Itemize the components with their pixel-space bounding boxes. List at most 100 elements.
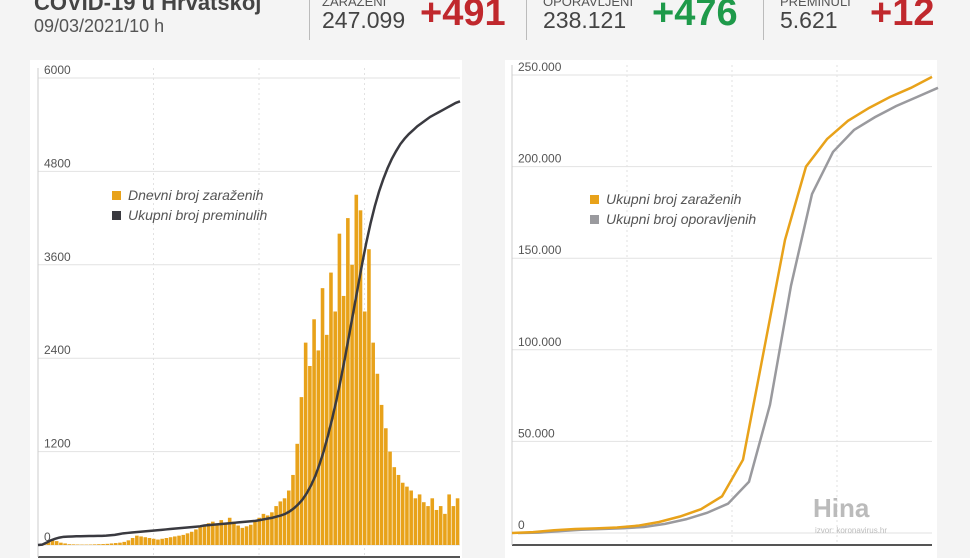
daily-cases-bar: [358, 210, 363, 546]
watermark-source: izvor: koronavirus.hr: [815, 526, 887, 535]
legend-label: Ukupni broj zaraženih: [606, 191, 742, 207]
daily-cases-bar: [434, 509, 439, 545]
daily-cases-bar: [181, 534, 186, 545]
daily-cases-bar: [379, 404, 384, 545]
legend-swatch: [590, 195, 599, 204]
right-ytick-label: 150.000: [518, 243, 562, 257]
daily-cases-bar: [354, 194, 359, 545]
daily-cases-bar: [274, 506, 278, 545]
daily-cases-bar: [135, 535, 139, 545]
daily-cases-bar: [346, 218, 350, 545]
left-ytick-label: 6000: [44, 63, 71, 77]
daily-cases-bar: [232, 521, 236, 545]
daily-cases-bar: [97, 544, 101, 545]
daily-cases-bar: [147, 537, 152, 545]
daily-cases-bar: [384, 428, 388, 545]
daily-cases-bar: [126, 540, 131, 545]
daily-cases-bar: [189, 531, 194, 545]
report-date: 09/03/2021/10 h: [34, 16, 165, 36]
right-ytick-label: 50.000: [518, 426, 555, 440]
daily-cases-bar: [405, 486, 409, 545]
daily-cases-bar: [240, 527, 245, 545]
divider: [526, 0, 527, 40]
daily-cases-bar: [67, 544, 72, 545]
daily-cases-bar: [371, 342, 375, 545]
daily-cases-bar: [308, 365, 312, 545]
divider: [309, 0, 310, 40]
daily-cases-bar: [249, 524, 253, 545]
left-ytick-label: 2400: [44, 343, 71, 357]
daily-cases-bar: [156, 539, 160, 545]
infected-label: ZARAŽENI: [322, 0, 387, 9]
daily-cases-bar: [198, 527, 202, 545]
daily-cases-bar: [54, 541, 59, 545]
daily-cases-bar: [451, 506, 456, 545]
daily-cases-bar: [236, 525, 240, 545]
daily-cases-bar: [417, 494, 422, 545]
daily-cases-bar: [105, 543, 110, 545]
daily-cases-bar: [113, 543, 118, 545]
daily-cases-bar: [286, 490, 291, 545]
daily-cases-bar: [160, 538, 164, 545]
daily-cases-bar: [223, 523, 228, 545]
daily-cases-bar: [303, 342, 308, 545]
page-title: COVID-19 u Hrvatskoj: [34, 0, 262, 15]
daily-cases-bar: [278, 501, 283, 545]
daily-cases-bar: [443, 513, 447, 545]
daily-cases-bar: [367, 249, 371, 545]
infected-line: [511, 75, 933, 535]
deaths-delta: +12: [870, 0, 935, 34]
left-ytick-label: 3600: [44, 250, 71, 264]
legend-label: Dnevni broj zaraženih: [128, 187, 264, 203]
recovered-delta: +476: [652, 0, 738, 34]
daily-cases-bar: [375, 373, 380, 545]
daily-cases-bar: [185, 533, 190, 545]
daily-cases-bar: [101, 544, 105, 545]
daily-cases-bar: [350, 264, 354, 545]
deaths-value: 5.621: [780, 7, 838, 33]
left-ytick-label: 1200: [44, 437, 71, 451]
legend-label: Ukupni broj preminulih: [128, 207, 268, 223]
daily-cases-bar: [396, 474, 401, 545]
daily-cases-bar: [438, 506, 443, 545]
deaths-line: [37, 100, 461, 547]
daily-cases-bar: [282, 498, 287, 545]
daily-cases-bar: [71, 544, 76, 545]
daily-cases-bar: [139, 536, 143, 545]
daily-cases-bar: [430, 498, 435, 545]
daily-cases-bar: [122, 541, 126, 545]
legend-label: Ukupni broj oporavljenih: [606, 211, 756, 227]
infected-value: 247.099: [322, 7, 406, 33]
daily-cases-bar: [50, 540, 55, 545]
deaths-label: PREMINULI: [780, 0, 851, 9]
daily-cases-bar: [130, 537, 135, 545]
right-chart-bg: [505, 60, 937, 558]
recovered-value: 238.121: [543, 7, 627, 33]
daily-cases-bar: [455, 498, 460, 545]
daily-cases-bar: [151, 538, 156, 545]
infected-delta: +491: [420, 0, 506, 34]
daily-cases-bar: [227, 517, 232, 545]
daily-cases-bar: [63, 543, 67, 545]
daily-cases-bar: [265, 515, 270, 545]
daily-cases-bar: [295, 443, 300, 545]
daily-cases-bar: [92, 544, 97, 545]
watermark-logo: Hina: [813, 493, 870, 523]
daily-cases-bar: [392, 467, 397, 545]
daily-cases-bar: [244, 526, 249, 545]
daily-cases-bar: [422, 502, 426, 545]
daily-cases-bar: [109, 543, 114, 545]
daily-cases-bar: [341, 295, 346, 545]
divider: [763, 0, 764, 40]
daily-cases-bar: [400, 482, 405, 545]
daily-cases-bar: [59, 542, 63, 545]
daily-cases-bar: [46, 541, 51, 545]
legend-swatch: [112, 191, 121, 200]
daily-cases-bar: [168, 537, 173, 545]
daily-cases-bar: [299, 397, 304, 545]
daily-cases-bar: [413, 498, 418, 545]
daily-cases-bar: [206, 523, 211, 545]
legend-swatch: [590, 215, 599, 224]
daily-cases-bar: [219, 520, 224, 545]
